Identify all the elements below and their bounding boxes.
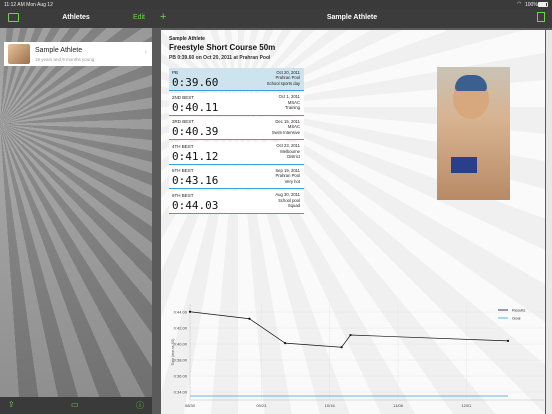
data-point xyxy=(349,333,352,337)
record-place-line2: School sports day xyxy=(266,80,300,86)
record-time: 0:40.39 xyxy=(172,125,219,138)
battery-percent: 100% xyxy=(525,2,538,8)
y-tick-label: 0:36.00 xyxy=(174,374,188,379)
record-place-line2: Training xyxy=(285,105,300,110)
record-row[interactable]: 4TH BEST 0:41.12 Oct 23, 2011 Melbourne Dist… xyxy=(169,141,304,165)
record-label: 3RD BEST xyxy=(172,119,195,124)
data-point xyxy=(188,310,192,313)
x-tick-label: 10/16 xyxy=(325,403,336,408)
sidebar-title: Athletes xyxy=(62,14,90,21)
record-label: 6TH BEST xyxy=(172,192,194,198)
record-row[interactable]: 3RD BEST 0:40.39 Dec 15, 2011 MSAC Swim Inte… xyxy=(169,117,304,140)
wifi-icon: ◠ xyxy=(517,1,522,7)
record-label: 2ND BEST xyxy=(172,94,195,100)
data-point xyxy=(248,317,251,320)
status-bar: 11:12 AM Mon Aug 12 ◠ 100% xyxy=(0,0,552,9)
record-place: Prahran Pool Very hot xyxy=(276,173,300,184)
record-row[interactable]: 2ND BEST 0:40.11 Oct 1, 2011 MSAC Training xyxy=(169,92,304,116)
chevron-right-icon: › xyxy=(144,49,147,56)
next-card-edge xyxy=(546,30,552,414)
record-place-line1: MSAC xyxy=(287,124,300,129)
avatar xyxy=(8,44,30,64)
info-icon[interactable]: ⓘ xyxy=(136,401,144,410)
record-time: 0:43.16 xyxy=(172,174,219,187)
record-date: Oct 23, 2011 xyxy=(276,143,300,148)
athlete-age: 19 years and 9 months young xyxy=(35,57,95,62)
data-point xyxy=(340,346,343,349)
record-date: Aug 30, 2011 xyxy=(275,192,300,197)
y-tick-label: 0:38.00 xyxy=(174,358,188,363)
share-icon[interactable]: ⇪ xyxy=(8,400,15,409)
legend-label-goal: Goal xyxy=(512,316,521,321)
y-tick-label: 0:44.00 xyxy=(174,310,188,315)
legend-label-results: Results xyxy=(512,308,525,313)
y-tick-label: 0:42.00 xyxy=(174,326,188,331)
record-date: Sep 19, 2011 xyxy=(275,167,300,173)
sidebar-nav-bar: Athletes Edit xyxy=(0,9,152,28)
status-time: 11:12 AM Mon Aug 12 xyxy=(4,2,53,8)
record-date: Dec 15, 2011 xyxy=(275,118,300,124)
event-title: Freestyle Short Course 50m xyxy=(169,43,276,52)
card-athlete-name: Sample Athlete xyxy=(169,36,205,42)
series-line-results xyxy=(189,311,509,348)
y-tick-label: 0:40.00 xyxy=(174,342,188,347)
record-place-line2: Squad xyxy=(287,203,300,208)
record-place-line2: District xyxy=(287,154,300,159)
pb-summary: PB 0:39.60 on Oct 20, 2011 at Prahran Po… xyxy=(169,55,271,61)
record-place-line1: MSAC xyxy=(287,99,300,105)
record-date: Oct 1, 2011 xyxy=(278,94,300,99)
record-place-line2: Swim Intensive xyxy=(271,129,300,135)
record-time: 0:40.11 xyxy=(172,100,219,114)
sidebar-toolbar: ⇪ ▭ ⓘ xyxy=(0,397,152,414)
record-row[interactable]: 5TH BEST 0:43.16 Sep 19, 2011 Prahran Pool V… xyxy=(169,166,304,189)
record-row[interactable]: 6TH BEST 0:44.03 Aug 30, 2011 School pool Sq… xyxy=(169,190,304,214)
y-tick-label: 0:34.00 xyxy=(174,390,188,395)
record-place: Melbourne District xyxy=(280,149,300,160)
record-place-line1: Melbourne xyxy=(280,148,300,154)
record-place: School pool Squad xyxy=(278,198,300,209)
record-place-line1: Prahran Pool xyxy=(275,75,300,80)
add-athlete-icon[interactable] xyxy=(8,13,19,22)
record-time: 0:44.03 xyxy=(172,198,219,212)
add-event-icon[interactable]: + xyxy=(160,11,167,23)
record-row[interactable]: PB 0:39.60 Oct 20, 2011 Prahran Pool School … xyxy=(169,68,304,91)
share-icon[interactable] xyxy=(537,12,545,22)
athlete-row[interactable]: Sample Athlete 19 years and 9 months you… xyxy=(4,42,152,66)
record-place: MSAC Swim Intensive xyxy=(272,124,300,135)
sidebar xyxy=(0,0,152,414)
record-time: 0:39.60 xyxy=(172,76,219,89)
x-tick-label: 08/30 xyxy=(185,403,196,408)
x-tick-label: 11/08 xyxy=(393,403,403,408)
record-time: 0:41.12 xyxy=(172,149,219,163)
record-date: Oct 20, 2011 xyxy=(276,69,300,75)
detail-nav-bar: + Sample Athlete xyxy=(152,9,552,28)
x-tick-label: 12/01 xyxy=(461,403,472,408)
results-chart: 0:44.00 0:42.00 0:40.00 0:38.00 0:36.00 0:34.… xyxy=(171,304,544,408)
x-tick-label: 09/23 xyxy=(256,403,267,408)
record-label: 4TH BEST xyxy=(172,143,194,149)
record-place: Prahran Pool School sports day xyxy=(267,75,300,86)
athlete-name: Sample Athlete xyxy=(35,47,83,54)
record-place-line1: School pool xyxy=(278,197,300,203)
record-label: PB xyxy=(172,70,179,75)
detail-title: Sample Athlete xyxy=(326,14,378,21)
record-label: 5TH BEST xyxy=(172,168,194,173)
record-place-line1: Prahran Pool xyxy=(275,173,300,178)
data-point xyxy=(284,342,287,345)
folder-icon[interactable]: ▭ xyxy=(71,400,79,409)
edit-button[interactable]: Edit xyxy=(132,14,145,21)
battery-icon xyxy=(538,2,548,7)
data-point xyxy=(506,339,510,342)
y-axis-label: Time (mm:ss.SS) xyxy=(171,339,175,366)
record-place-line2: Very hot xyxy=(284,178,300,184)
record-place: MSAC Training xyxy=(285,100,300,111)
athlete-photo[interactable] xyxy=(437,67,510,200)
